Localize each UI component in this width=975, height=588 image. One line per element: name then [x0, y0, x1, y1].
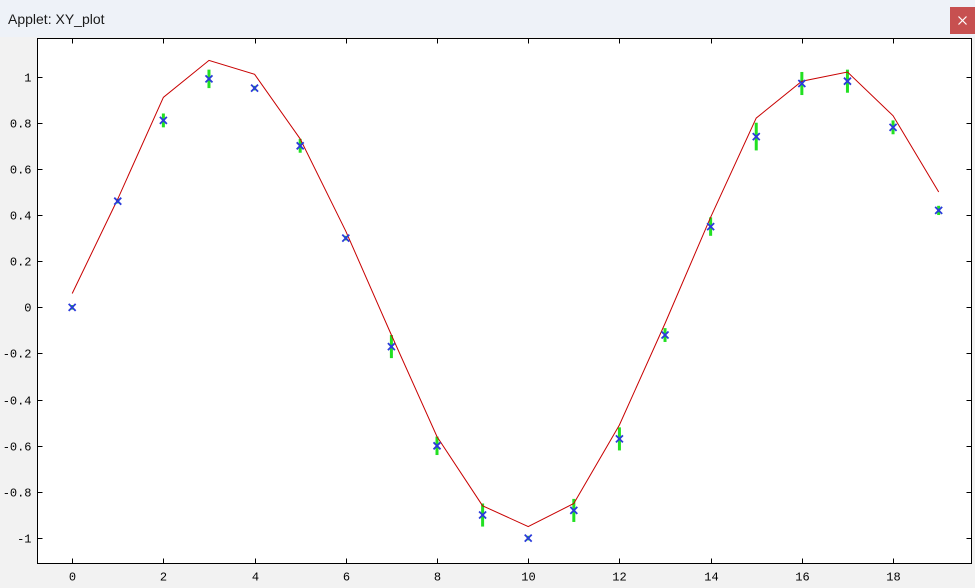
y-tick-label: 0.6	[10, 164, 32, 178]
data-point	[68, 303, 77, 312]
y-tick-label: -0.8	[3, 487, 32, 501]
data-point	[159, 116, 168, 125]
y-axis: 1 0.8 0.6 0.4 0.2 0 -0.2 -0.4 -0.6 -0.8 -1	[3, 72, 972, 547]
y-tick-label: 0.8	[10, 118, 32, 132]
x-tick-label: 6	[343, 571, 350, 585]
data-point	[615, 434, 624, 444]
title-bar[interactable]: Applet: XY_plot	[0, 0, 975, 37]
data-point	[660, 330, 670, 340]
series-line	[71, 59, 940, 528]
plot-area	[37, 38, 972, 564]
x-tick-label: 12	[612, 571, 626, 585]
data-point	[843, 77, 852, 86]
window-title: Applet: XY_plot	[8, 11, 105, 27]
data-point	[706, 222, 715, 231]
y-tick-label: 0.2	[10, 256, 32, 270]
y-tick-label: -0.2	[3, 348, 32, 362]
data-point	[432, 441, 442, 450]
y-tick-label: -0.6	[3, 441, 32, 455]
x-tick-label: 4	[252, 571, 259, 585]
data-point	[387, 342, 396, 351]
y-tick-label: 0.4	[10, 210, 32, 224]
data-point	[797, 79, 806, 88]
data-point	[113, 197, 122, 206]
data-point	[341, 233, 350, 243]
data-point	[752, 132, 761, 141]
data-point	[934, 206, 943, 215]
series-points	[68, 74, 943, 543]
y-tick-label: 1	[24, 72, 31, 86]
x-tick-label: 10	[521, 571, 535, 585]
plot-frame	[37, 38, 972, 564]
x-tick-label: 8	[434, 571, 441, 585]
data-point	[204, 74, 214, 84]
data-point	[296, 141, 305, 150]
close-button[interactable]	[950, 7, 975, 34]
x-tick-label: 18	[886, 571, 900, 585]
x-tick-label: 2	[160, 571, 167, 585]
data-point	[524, 533, 533, 543]
x-tick-label: 0	[69, 571, 76, 585]
data-point	[250, 83, 259, 93]
y-tick-label: 0	[24, 302, 31, 316]
x-tick-label: 16	[795, 571, 809, 585]
data-point	[569, 506, 578, 515]
data-point	[888, 123, 898, 132]
data-point	[478, 510, 487, 520]
x-axis: 0 2 4 6 8 10 12 14 16 18	[69, 38, 901, 585]
x-tick-label: 14	[704, 571, 718, 585]
y-tick-label: -1	[17, 533, 31, 547]
data-layer	[68, 59, 943, 543]
y-tick-label: -0.4	[3, 395, 32, 409]
close-icon	[958, 16, 967, 25]
